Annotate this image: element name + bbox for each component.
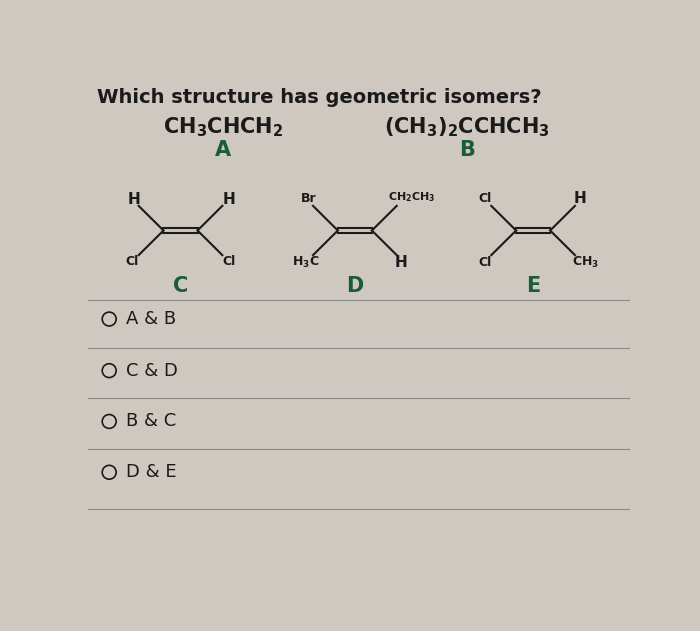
Text: H: H [222,192,235,207]
Text: H: H [573,191,586,206]
Text: $\mathregular{H_3C}$: $\mathregular{H_3C}$ [292,256,319,270]
Text: Cl: Cl [479,256,491,269]
Text: Which structure has geometric isomers?: Which structure has geometric isomers? [97,88,541,107]
Text: C: C [173,276,188,296]
Text: H: H [395,256,407,270]
Text: Cl: Cl [479,192,491,204]
Text: B & C: B & C [126,413,176,430]
Text: E: E [526,276,540,296]
Text: $\mathregular{(CH_3)_2CCHCH_3}$: $\mathregular{(CH_3)_2CCHCH_3}$ [384,115,550,139]
Text: A & B: A & B [126,310,176,328]
Text: Cl: Cl [126,255,139,268]
Text: $\mathregular{CH_3}$: $\mathregular{CH_3}$ [573,256,599,270]
Text: $\mathregular{CH_3CHCH_2}$: $\mathregular{CH_3CHCH_2}$ [163,115,284,139]
Text: H: H [127,192,141,207]
Text: C & D: C & D [126,362,178,380]
Text: A: A [215,139,231,160]
Text: Br: Br [300,192,316,204]
Text: $\mathregular{CH_2CH_3}$: $\mathregular{CH_2CH_3}$ [389,190,436,204]
Text: D: D [346,276,363,296]
Text: D & E: D & E [126,463,177,481]
Text: Cl: Cl [222,255,235,268]
Text: B: B [459,139,475,160]
